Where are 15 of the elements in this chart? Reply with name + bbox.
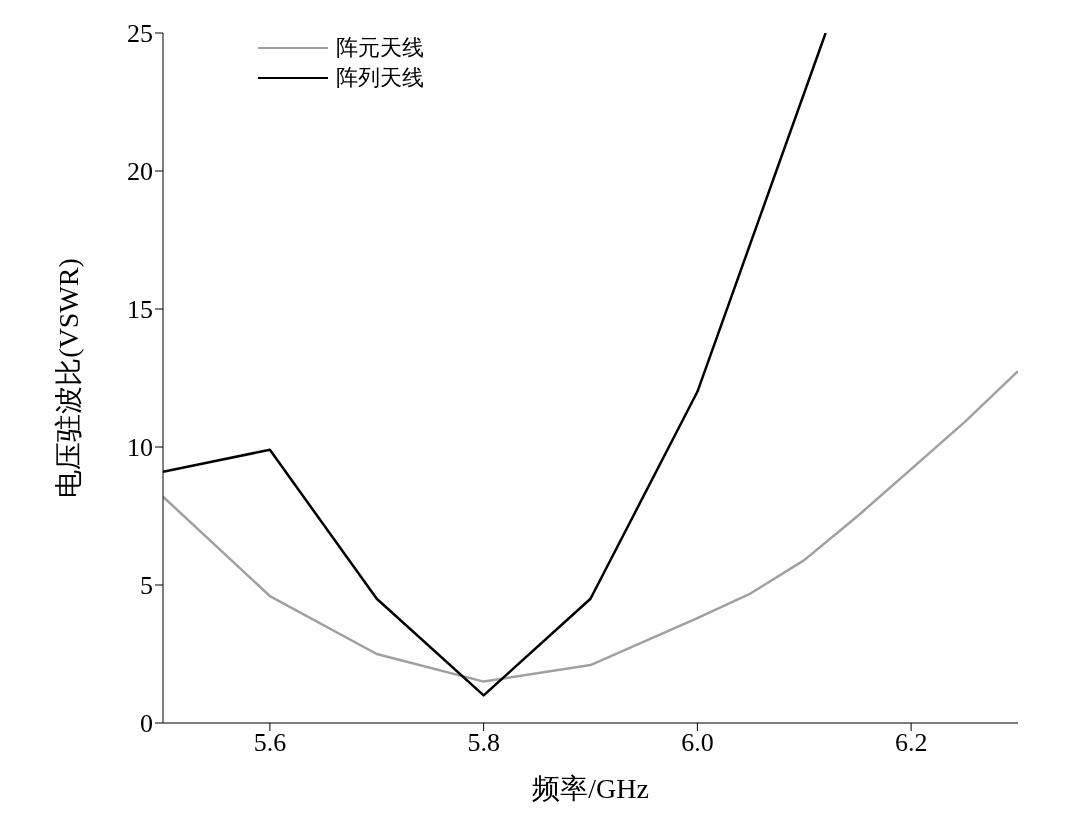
x-axis-title: 频率/GHz (532, 773, 649, 804)
legend-label: 阵列天线 (336, 64, 424, 92)
y-tick-label: 10 (127, 433, 153, 463)
y-tick-label: 25 (127, 19, 153, 49)
y-tick-label: 5 (140, 571, 153, 601)
x-tick-label: 6.2 (894, 728, 928, 758)
y-tick-label: 0 (140, 709, 153, 739)
line-series (163, 369, 1018, 683)
x-tick-label: 5.6 (253, 728, 287, 758)
legend-label: 阵元天线 (336, 34, 424, 62)
x-tick-label: 5.8 (467, 728, 500, 758)
y-axis-title: 电压驻波比(VSWR) (52, 258, 84, 498)
y-tick-label: 15 (127, 295, 153, 325)
x-tick-label: 6.0 (681, 728, 714, 758)
y-tick-label: 20 (127, 157, 153, 187)
